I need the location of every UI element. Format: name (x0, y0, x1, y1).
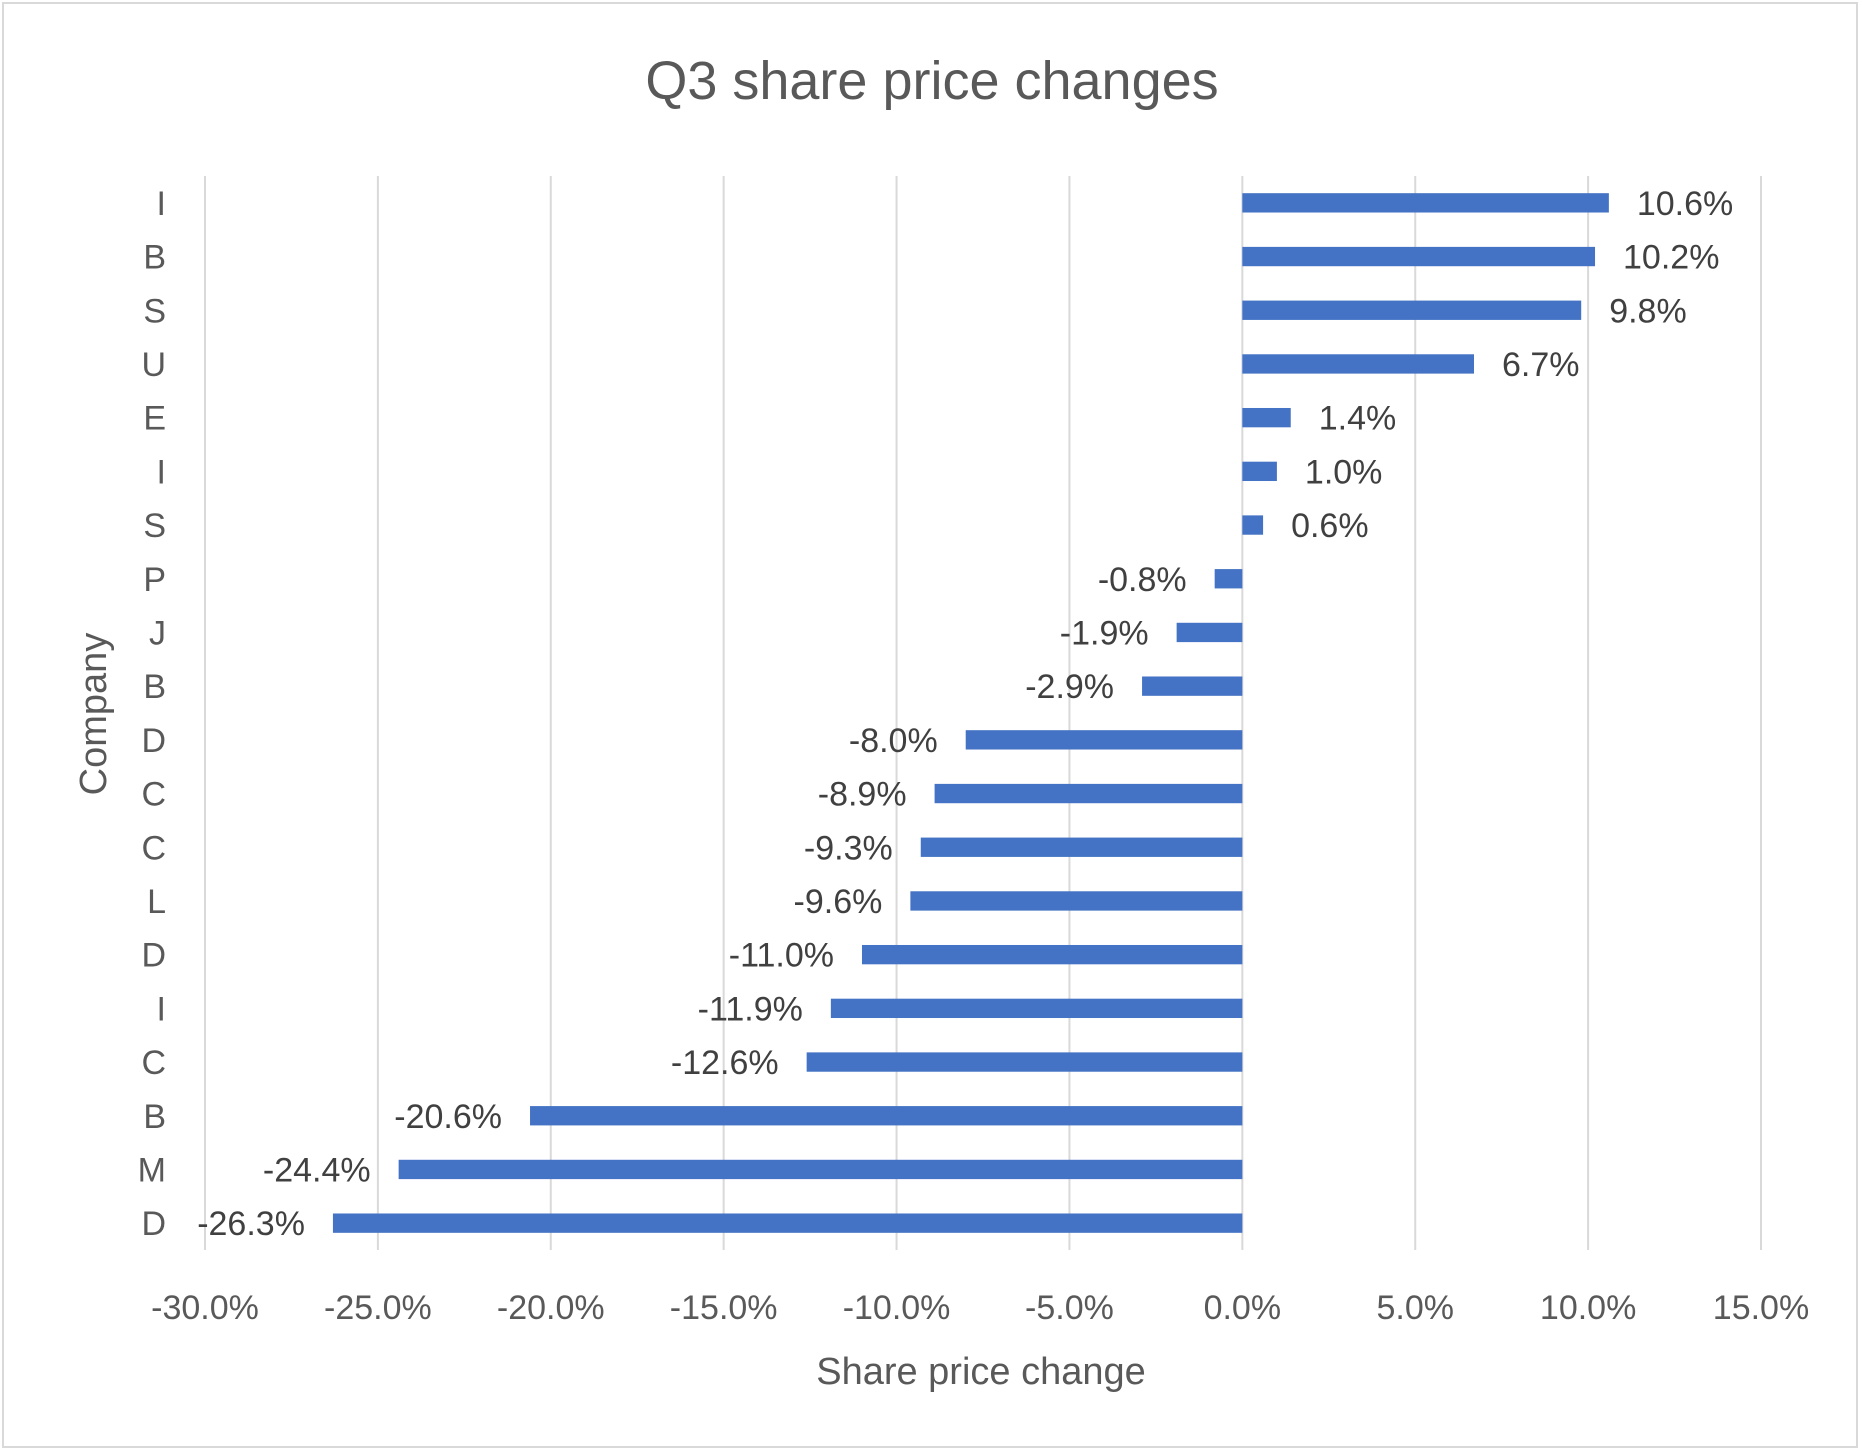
x-tick-label: 0.0% (1204, 1289, 1282, 1327)
bar (1242, 407, 1291, 428)
bar (920, 837, 1243, 857)
data-label: 1.0% (1305, 453, 1383, 491)
data-label: -8.9% (818, 776, 907, 814)
category-label: E (143, 400, 166, 438)
x-tick-label: -5.0% (1025, 1289, 1114, 1327)
bar (965, 730, 1243, 750)
data-label: -9.6% (794, 883, 883, 921)
bar (1176, 622, 1243, 643)
category-label: B (143, 239, 166, 277)
category-label: I (157, 185, 166, 223)
category-label: I (157, 453, 166, 491)
data-labels: 10.6% 10.2% 9.8% 6.7% 1.4% 1.0% 0.6% -0.8% -1.9%… (197, 185, 1733, 1243)
data-label: 0.6% (1291, 507, 1369, 545)
data-label: -8.0% (849, 722, 938, 760)
category-label: P (143, 561, 166, 599)
x-tick-label: 5.0% (1376, 1289, 1454, 1327)
bar (1242, 515, 1264, 535)
x-tick-label: 10.0% (1540, 1289, 1636, 1327)
bar (1242, 193, 1609, 213)
category-label: U (141, 346, 166, 384)
bar (530, 1106, 1243, 1126)
category-label: S (143, 507, 166, 545)
category-label: C (141, 1044, 166, 1082)
data-label: -11.9% (698, 990, 803, 1028)
data-label: 10.2% (1623, 239, 1719, 277)
category-label: I (157, 990, 166, 1028)
x-axis-title: Share price change (816, 1351, 1146, 1393)
bars (332, 193, 1609, 1233)
data-label: 10.6% (1637, 185, 1733, 223)
category-label: C (141, 776, 166, 814)
data-label: -9.3% (804, 829, 893, 867)
bar (1242, 461, 1277, 482)
data-label: -26.3% (197, 1205, 305, 1243)
bar (1214, 569, 1243, 589)
bar (830, 998, 1243, 1019)
bar (861, 944, 1243, 965)
data-label: -20.6% (394, 1098, 502, 1136)
data-label: -1.9% (1060, 614, 1149, 652)
data-label: -0.8% (1098, 561, 1187, 599)
data-label: -2.9% (1025, 668, 1114, 706)
category-label: L (147, 883, 166, 921)
bar (398, 1159, 1243, 1180)
category-label: D (141, 1205, 166, 1243)
bar (910, 891, 1243, 911)
bar-chart: 10.6% 10.2% 9.8% 6.7% 1.4% 1.0% 0.6% -0.8% -1.9%… (73, 51, 1809, 1393)
value-axis: -30.0% -25.0% -20.0% -15.0% -10.0% -5.0% 0.0% 5… (151, 1289, 1809, 1327)
data-label: -11.0% (729, 937, 834, 975)
data-label: -12.6% (671, 1044, 779, 1082)
category-label: B (143, 1098, 166, 1136)
data-label: -24.4% (263, 1151, 371, 1189)
bar (934, 783, 1243, 804)
x-tick-label: -15.0% (670, 1289, 778, 1327)
chart-title: Q3 share price changes (645, 51, 1218, 111)
gridlines (204, 176, 1762, 1250)
data-label: 9.8% (1609, 292, 1687, 330)
x-tick-label: -25.0% (324, 1289, 432, 1327)
category-label: D (141, 937, 166, 975)
bar (1242, 246, 1596, 267)
x-tick-label: -20.0% (497, 1289, 605, 1327)
bar (806, 1052, 1243, 1072)
category-label: M (138, 1151, 166, 1189)
bar (1242, 300, 1582, 320)
data-label: 1.4% (1319, 400, 1397, 438)
data-label: 6.7% (1502, 346, 1580, 384)
bar (1142, 676, 1243, 696)
category-label: B (143, 668, 166, 706)
category-label: J (149, 614, 166, 652)
x-tick-label: -10.0% (843, 1289, 951, 1327)
y-axis-title: Company (73, 633, 115, 796)
x-tick-label: -30.0% (151, 1289, 259, 1327)
bar (332, 1213, 1243, 1233)
category-label: C (141, 829, 166, 867)
bar (1242, 354, 1475, 374)
x-tick-label: 15.0% (1713, 1289, 1809, 1327)
category-label: S (143, 292, 166, 330)
category-label: D (141, 722, 166, 760)
